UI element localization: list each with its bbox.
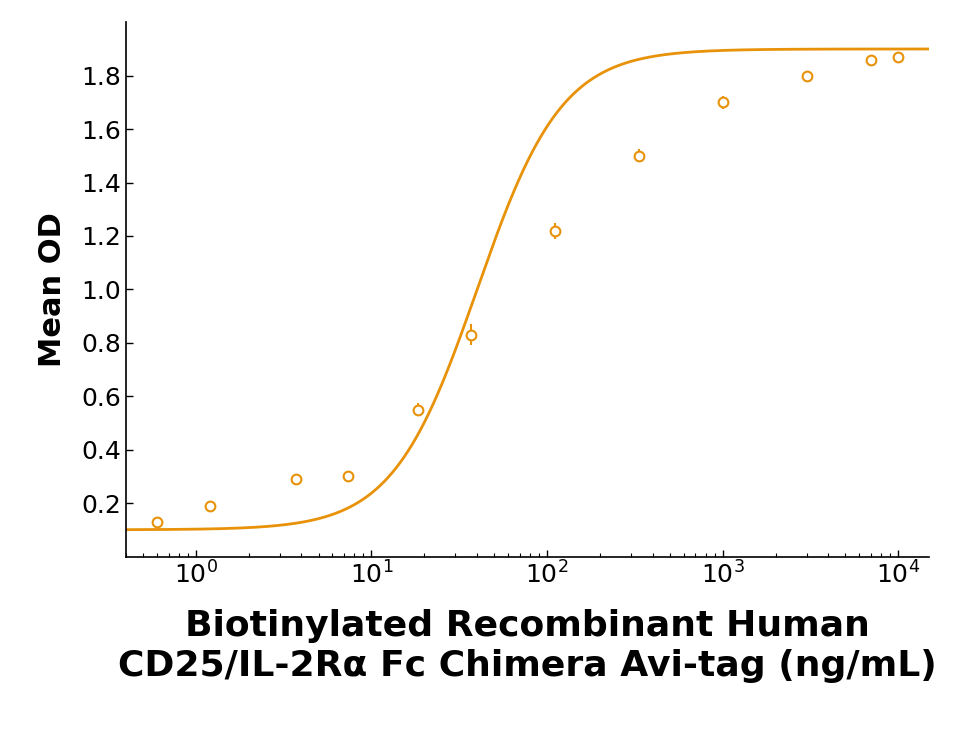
Y-axis label: Mean OD: Mean OD (38, 212, 67, 367)
X-axis label: Biotinylated Recombinant Human
CD25/IL-2Rα Fc Chimera Avi-tag (ng/mL): Biotinylated Recombinant Human CD25/IL-2… (118, 609, 937, 683)
